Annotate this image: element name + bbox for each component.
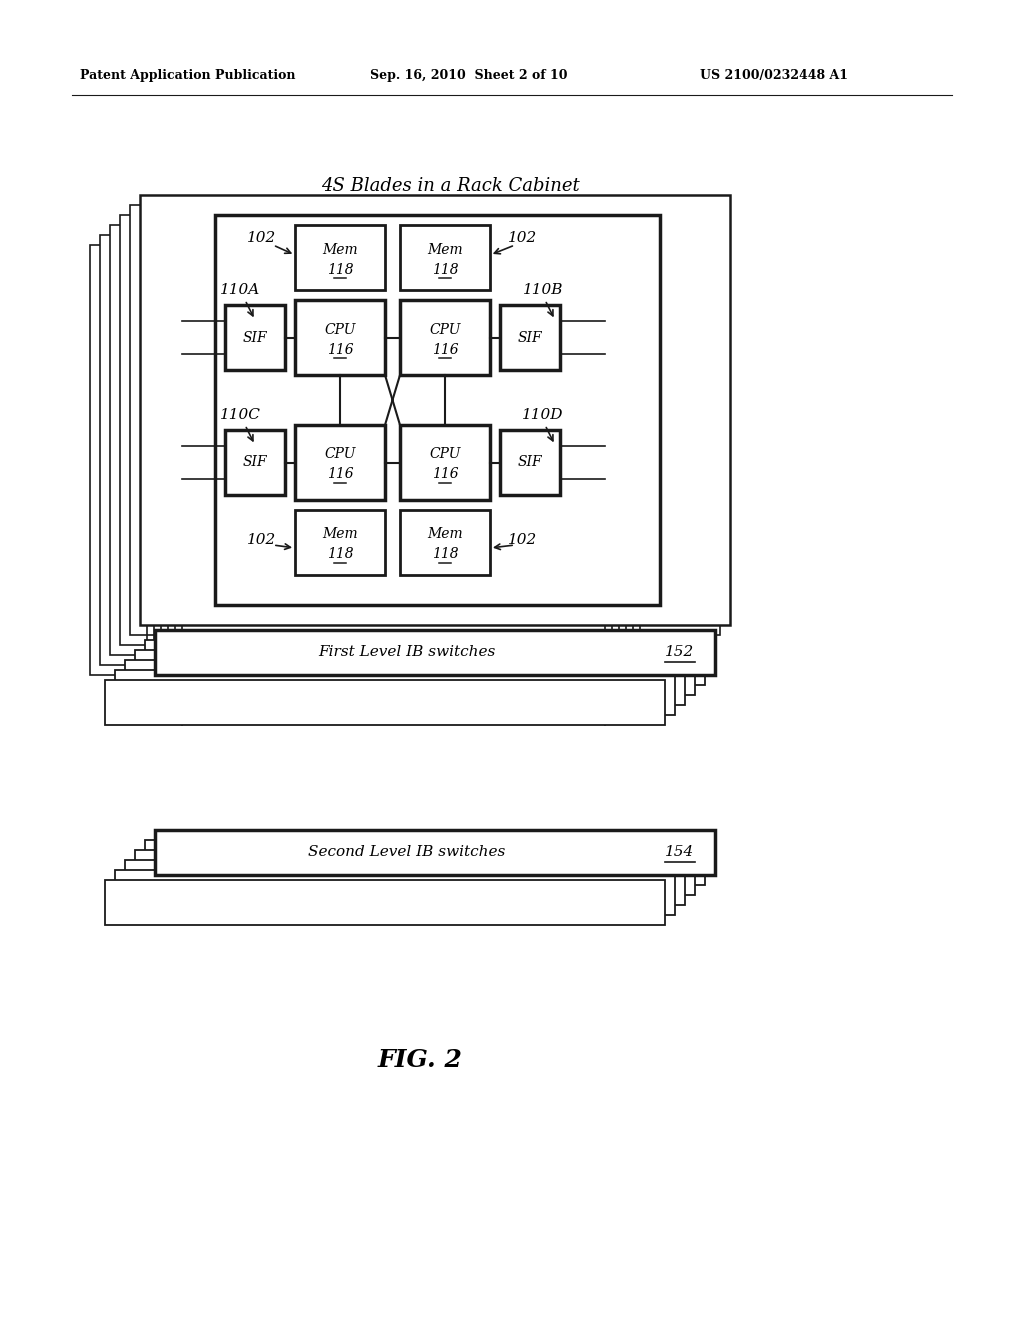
Bar [400,300,490,375]
Bar [400,425,490,500]
Text: 102: 102 [508,533,538,546]
Text: CPU: CPU [429,447,461,462]
Text: 116: 116 [432,342,459,356]
Text: FIG. 2: FIG. 2 [378,1048,463,1072]
Bar [400,224,490,290]
Bar [130,205,720,635]
Bar [295,224,385,290]
Bar [135,649,695,696]
Text: Mem: Mem [427,528,463,541]
Text: CPU: CPU [325,322,355,337]
Bar [90,246,680,675]
Text: 102: 102 [248,533,276,546]
Bar [125,660,685,705]
Text: US 2100/0232448 A1: US 2100/0232448 A1 [700,69,848,82]
Bar [140,195,730,624]
Text: 154: 154 [666,846,694,859]
Bar [105,880,665,925]
Bar [145,840,705,884]
Bar [295,425,385,500]
Bar [215,215,660,605]
Text: 116: 116 [327,342,353,356]
Bar [125,861,685,906]
Bar [225,305,285,370]
Text: 116: 116 [432,467,459,482]
Text: Second Level IB switches: Second Level IB switches [308,846,506,859]
Bar [500,430,560,495]
Text: 118: 118 [432,548,459,561]
Text: CPU: CPU [429,322,461,337]
Text: 4S Blades in a Rack Cabinet: 4S Blades in a Rack Cabinet [321,177,580,195]
Bar [295,510,385,576]
Bar [155,630,715,675]
Bar [110,224,700,655]
Text: 110A: 110A [220,282,260,297]
Bar [145,640,705,685]
Bar [155,830,715,875]
Bar [115,870,675,915]
Bar [295,300,385,375]
Text: 110B: 110B [522,282,563,297]
Text: Mem: Mem [427,243,463,256]
Text: CPU: CPU [325,447,355,462]
Bar [115,671,675,715]
Bar [400,510,490,576]
Bar [100,235,690,665]
Text: 110D: 110D [522,408,564,422]
Bar [135,850,695,895]
Text: 118: 118 [327,263,353,276]
Bar [105,680,665,725]
Text: 116: 116 [327,467,353,482]
Text: SIF: SIF [518,330,543,345]
Bar [500,305,560,370]
Text: 102: 102 [248,231,276,246]
Text: SIF: SIF [518,455,543,470]
Text: 152: 152 [666,645,694,660]
Text: Mem: Mem [323,528,357,541]
Bar [225,430,285,495]
Text: 118: 118 [432,263,459,276]
Text: 102: 102 [508,231,538,246]
Text: First Level IB switches: First Level IB switches [318,645,496,660]
Text: SIF: SIF [243,455,267,470]
Text: Sep. 16, 2010  Sheet 2 of 10: Sep. 16, 2010 Sheet 2 of 10 [370,69,567,82]
Text: 118: 118 [327,548,353,561]
Bar [120,215,710,645]
Text: SIF: SIF [243,330,267,345]
Text: Mem: Mem [323,243,357,256]
Text: Patent Application Publication: Patent Application Publication [80,69,296,82]
Text: 110C: 110C [219,408,260,422]
